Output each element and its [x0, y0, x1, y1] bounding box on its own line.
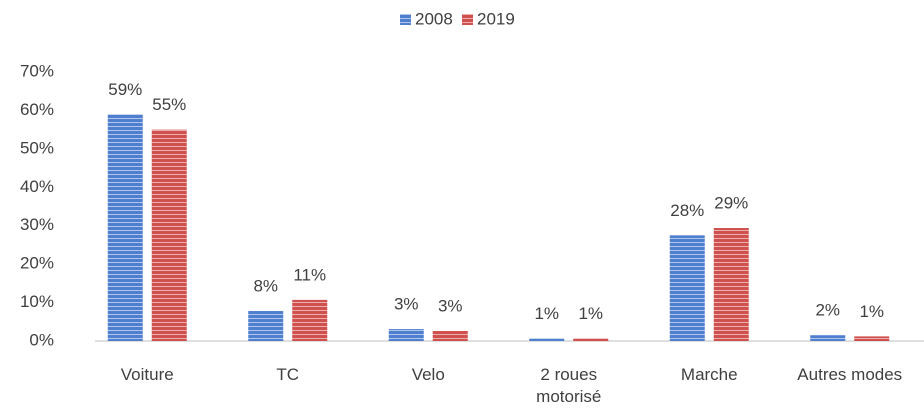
x-tick-label: 2 roues motorisé	[536, 365, 602, 406]
bar	[388, 329, 424, 341]
bar	[713, 228, 749, 341]
data-label: 11%	[293, 265, 326, 284]
legend-swatch	[400, 14, 411, 25]
x-tick-label: Velo	[411, 365, 445, 384]
bar	[248, 311, 284, 341]
bar	[669, 235, 705, 341]
data-label: 8%	[253, 277, 278, 296]
y-tick-label: 70%	[20, 61, 54, 80]
data-label: 2%	[815, 301, 840, 320]
x-tick-label: Voiture	[120, 365, 174, 384]
y-tick-label: 50%	[20, 138, 54, 157]
legend-label: 2019	[477, 9, 515, 28]
legend-label: 2008	[415, 9, 453, 28]
data-label: 1%	[578, 304, 603, 323]
y-tick-label: 60%	[20, 100, 54, 119]
legend-swatch	[462, 14, 473, 25]
bar	[529, 338, 565, 341]
data-label: 59%	[108, 80, 142, 99]
bar	[432, 331, 468, 341]
x-tick-label: TC	[276, 365, 300, 384]
data-label: 28%	[670, 201, 704, 220]
bar	[107, 114, 143, 342]
data-label: 1%	[534, 304, 559, 323]
data-label: 3%	[438, 296, 463, 315]
x-tick-label: Marche	[680, 365, 738, 384]
y-tick-label: 10%	[20, 292, 54, 311]
data-label: 1%	[859, 302, 884, 321]
bar	[573, 338, 609, 341]
y-tick-label: 30%	[20, 215, 54, 234]
data-label: 29%	[714, 194, 748, 213]
bar	[151, 129, 187, 341]
y-tick-label: 40%	[20, 177, 54, 196]
x-tick-label: Autres modes	[797, 365, 903, 384]
bar	[854, 336, 890, 341]
data-label: 3%	[394, 295, 419, 314]
bar	[292, 299, 328, 341]
bar	[810, 335, 846, 341]
y-tick-label: 20%	[20, 254, 54, 273]
data-label: 55%	[152, 95, 186, 114]
y-tick-label: 0%	[29, 330, 54, 349]
